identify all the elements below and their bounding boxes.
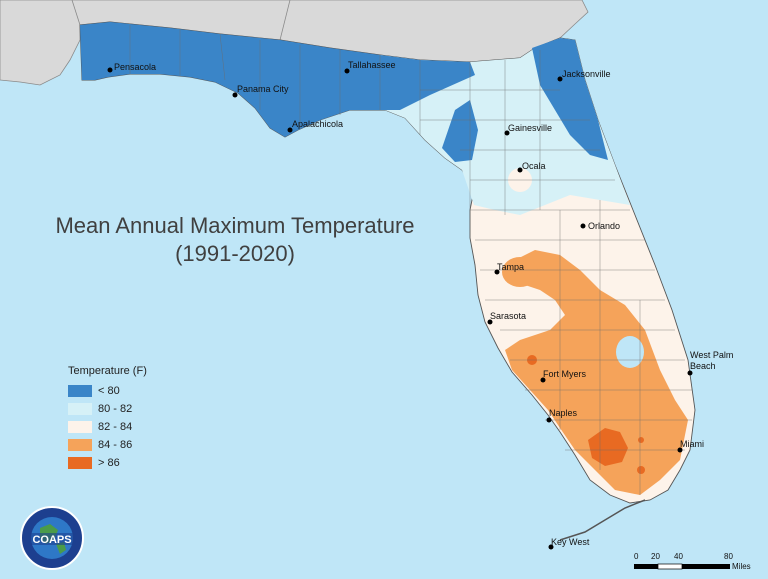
svg-text:Miles: Miles: [732, 562, 751, 571]
city-orlando: Orlando: [580, 221, 620, 231]
svg-text:Jacksonville: Jacksonville: [562, 69, 611, 79]
svg-text:Beach: Beach: [690, 361, 716, 371]
zone-below-80: [80, 22, 475, 137]
city-key-west: Key West: [548, 537, 590, 550]
zone-below-80-lobe: [442, 100, 478, 162]
city-naples: Naples: [546, 408, 578, 423]
tampa-warm: [502, 257, 538, 287]
svg-text:Naples: Naples: [549, 408, 578, 418]
legend-swatch: [68, 438, 92, 451]
city-tallahassee: Tallahassee: [344, 60, 396, 74]
state-border: [71, 0, 81, 26]
logo-text: COAPS: [32, 534, 71, 546]
svg-text:Apalachicola: Apalachicola: [292, 119, 343, 129]
legend-label: > 86: [98, 456, 120, 469]
svg-text:Ocala: Ocala: [522, 161, 546, 171]
map-title-line1: Mean Annual Maximum Temperature: [55, 213, 415, 238]
legend-label: 84 - 86: [98, 438, 133, 451]
svg-text:0: 0: [634, 552, 639, 561]
legend-swatch: [68, 456, 92, 469]
zone-above-86-small: [637, 466, 645, 474]
svg-text:80: 80: [724, 552, 733, 561]
city-panama-city: Panama City: [232, 84, 289, 98]
map-title-line2: (1991-2020): [175, 241, 295, 266]
city-tampa: Tampa: [494, 262, 524, 275]
svg-text:Key West: Key West: [551, 537, 590, 547]
svg-text:20: 20: [651, 552, 660, 561]
city-jacksonville: Jacksonville: [557, 69, 611, 82]
svg-text:Panama City: Panama City: [237, 84, 289, 94]
city-miami: Miami: [677, 439, 704, 453]
legend-item: < 80: [68, 383, 147, 398]
legend-item: 80 - 82: [68, 401, 147, 416]
city-sarasota: Sarasota: [487, 311, 526, 325]
svg-text:Tallahassee: Tallahassee: [348, 60, 396, 70]
svg-text:Tampa: Tampa: [497, 262, 524, 272]
city-pensacola: Pensacola: [107, 62, 156, 73]
svg-text:Orlando: Orlando: [588, 221, 620, 231]
coaps-logo: COAPS: [20, 506, 84, 570]
city-gainesville: Gainesville: [504, 123, 552, 136]
legend-label: 80 - 82: [98, 402, 133, 415]
svg-text:Sarasota: Sarasota: [490, 311, 526, 321]
legend-swatch: [68, 420, 92, 433]
florida-keys: [559, 499, 646, 541]
map-title: Mean Annual Maximum Temperature (1991-20…: [40, 212, 430, 268]
city-apalachicola: Apalachicola: [287, 119, 343, 133]
svg-text:Gainesville: Gainesville: [508, 123, 552, 133]
legend-item: > 86: [68, 455, 147, 470]
legend-item: 82 - 84: [68, 419, 147, 434]
city-markers: Pensacola Tallahassee Panama City Apalac…: [107, 60, 733, 550]
legend: Temperature (F) < 80 80 - 82 82 - 84 84 …: [68, 365, 147, 473]
legend-label: 82 - 84: [98, 420, 133, 433]
legend-title: Temperature (F): [68, 365, 147, 377]
city-ocala: Ocala: [517, 161, 546, 173]
svg-text:Fort Myers: Fort Myers: [543, 369, 587, 379]
zone-below-80-ne: [532, 38, 608, 160]
zone-above-86-small: [638, 437, 644, 443]
legend-swatch: [68, 402, 92, 415]
legend-item: 84 - 86: [68, 437, 147, 452]
zone-above-86: [588, 428, 628, 466]
city-fort-myers: Fort Myers: [540, 369, 587, 383]
county-boundaries: [129, 25, 692, 495]
city-west-palm-beach: West Palm Beach: [687, 350, 733, 376]
svg-text:Miami: Miami: [680, 439, 704, 449]
legend-label: < 80: [98, 384, 120, 397]
legend-swatch: [68, 384, 92, 397]
scale-bar: 0 20 40 80 Miles: [634, 552, 751, 571]
zone-84-86: [505, 250, 688, 495]
state-border: [279, 0, 291, 41]
svg-text:40: 40: [674, 552, 683, 561]
svg-text:West Palm: West Palm: [690, 350, 733, 360]
svg-text:Pensacola: Pensacola: [114, 62, 156, 72]
